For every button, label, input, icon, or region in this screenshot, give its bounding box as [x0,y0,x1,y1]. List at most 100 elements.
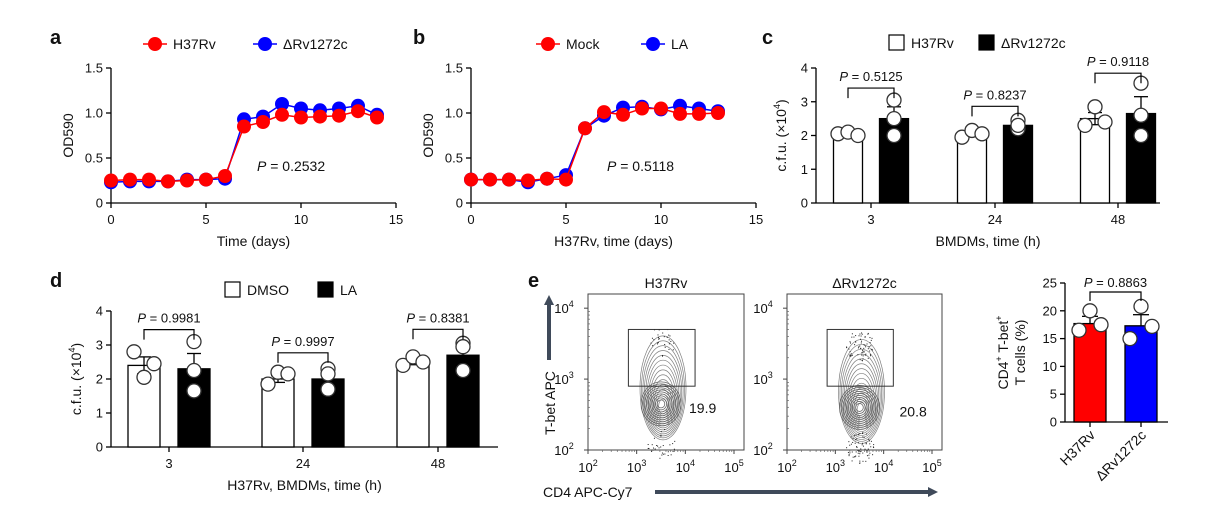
data-point [1144,318,1160,335]
event-dot [856,446,858,448]
contour-line [841,348,882,440]
legend-swatch [978,34,995,51]
bracket-line [143,329,195,340]
p-value-annotation: P = 0.2532 [257,158,325,174]
event-dot [660,431,662,433]
bracket-line [1089,291,1142,301]
event-dot [851,460,853,462]
event-dot [857,347,859,349]
event-dot [851,451,853,453]
event-dot [670,340,672,342]
event-dot [858,455,860,457]
event-dot [859,345,861,347]
event-dot [660,435,662,437]
flow-plot-title: H37Rv [645,275,688,291]
x-tick-label: 3 [867,212,874,227]
data-point [275,107,289,122]
y-tick-label: 0 [1050,415,1057,430]
y-axis-arrowhead [544,295,554,305]
event-dot [859,451,861,453]
x-tick-label: 24 [296,456,310,471]
flow-plot: H37Rv 102 103 104 105 102 103 104 19.9 [554,275,745,475]
event-dot [866,450,868,452]
event-dot [853,336,855,338]
bracket-line [971,105,1019,117]
data-point [654,101,668,116]
event-dot [661,452,663,454]
panel-b: b 0 0.5 1.0 1.5 0 5 10 15 H37Rv, time (days) OD590… [413,27,763,249]
event-dot [673,448,675,450]
event-dot [861,359,863,361]
bar-group-LA [311,361,345,448]
event-dot [857,452,859,454]
event-dot [855,439,857,441]
event-dot [848,455,850,457]
data-point [161,174,175,189]
contour-line [845,363,878,434]
event-dot [866,343,868,345]
y-tick-label: 1.0 [85,106,103,121]
event-dot [872,454,874,456]
legend-label: H37Rv [911,35,954,51]
data-point [886,127,902,144]
event-dot [869,350,871,352]
legend-marker [148,37,162,51]
event-dot [855,455,857,457]
event-dot [652,449,654,451]
event-dot [862,351,864,353]
data-point [256,115,270,129]
event-dot [861,332,863,334]
x-tick-label: 48 [431,456,445,471]
x-tick-label: ΔRv1272c [1092,427,1149,484]
contour-line [651,393,671,415]
contour-line [649,391,673,417]
significance-bracket: P = 0.9981 [137,311,201,340]
event-dot [864,354,866,356]
contour-line [641,340,685,439]
flow-plot: ΔRv1272c 102 103 104 105 102 103 104 20.8 [753,275,943,475]
event-dot [870,440,872,442]
event-dot [861,349,863,351]
panel-d: d 0 1 2 3 4 c.f.u. (×104) 3 P = 0.9981 24 P = 0.99… [50,270,498,493]
data-point [635,101,649,116]
y-tick-label: 0.5 [445,151,463,166]
legend-item: H37Rv [143,36,216,52]
data-point [1087,99,1103,115]
event-dot [868,457,870,459]
p-value-annotation: P = 0.5118 [607,158,674,174]
event-dot [851,336,853,338]
event-dot [869,342,871,344]
x-tick-label: 15 [749,212,763,227]
data-point [351,104,365,119]
data-point [711,106,725,120]
data-point [237,119,251,134]
x-tick-label: 104 [676,458,695,475]
y-tick-label: 103 [554,370,573,387]
bar-group-H37Rv [1077,99,1113,204]
data-point [455,362,471,379]
event-dot [848,348,850,350]
y-tick-label: 5 [1050,387,1057,402]
event-dot [873,444,875,446]
legend-swatch [224,281,241,298]
y-tick-label: 3 [801,94,808,109]
x-tick-label: 0 [467,212,474,227]
contour-plot [838,332,885,464]
event-dot [858,346,860,348]
x-tick-label: 105 [922,458,941,475]
event-dot [658,447,660,449]
event-dot [651,444,653,446]
data-point [332,108,346,123]
event-dot [858,335,860,337]
x-tick-label: H37Rv [1057,427,1099,469]
event-dot [850,436,852,438]
bracket-line [412,328,464,340]
legend-label: ΔRv1272c [283,36,348,52]
bar [832,134,864,204]
data-point [260,376,276,392]
event-dot [869,354,871,356]
event-dot [860,450,862,452]
x-axis-label: Time (days) [217,233,290,249]
event-dot [668,348,670,350]
